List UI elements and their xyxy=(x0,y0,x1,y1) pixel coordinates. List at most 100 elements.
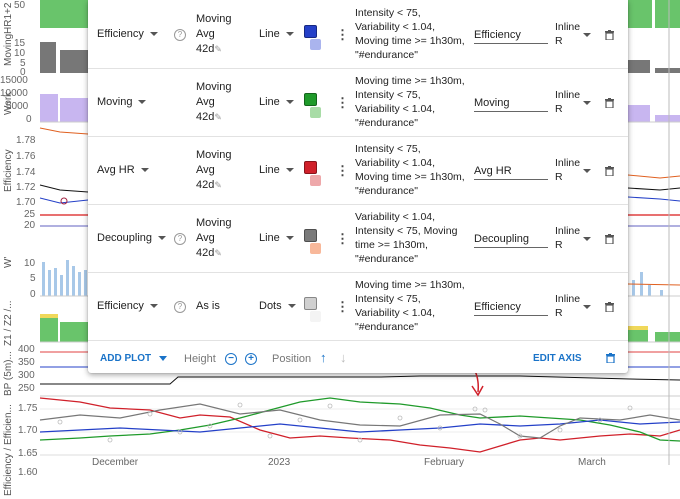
axis-placement-line: R xyxy=(555,239,563,251)
tick-label: 1.70 xyxy=(16,197,36,208)
help-icon[interactable]: ? xyxy=(174,29,186,41)
plot-name-input[interactable] xyxy=(474,163,548,180)
metric-select[interactable]: Decoupling xyxy=(97,204,167,272)
filter-conditions[interactable]: Intensity < 75, Variability < 1.04, Movi… xyxy=(355,143,465,197)
tick-label: 5000 xyxy=(6,101,29,112)
trash-icon[interactable] xyxy=(605,234,614,244)
color-swatch-secondary[interactable] xyxy=(310,175,321,186)
avg-text: Moving xyxy=(196,81,232,93)
axis-placement-select[interactable]: Inline R xyxy=(555,224,583,252)
filter-conditions[interactable]: Variability < 1.04, Intensity < 75, Movi… xyxy=(355,211,458,265)
edit-axis-button[interactable]: EDIT AXIS xyxy=(533,353,582,364)
color-swatch-primary[interactable] xyxy=(304,93,317,106)
chevron-down-icon[interactable] xyxy=(583,305,591,309)
color-swatch-secondary[interactable] xyxy=(310,39,321,50)
more-options-icon[interactable]: ⋮ xyxy=(336,231,349,246)
metric-select[interactable]: Efficiency xyxy=(97,0,158,68)
tick-label: 5 xyxy=(20,58,26,69)
metric-select[interactable]: Avg HR xyxy=(97,136,149,204)
average-select[interactable]: As is xyxy=(196,299,236,314)
style-select[interactable]: Line xyxy=(259,0,294,68)
panel-footer: ADD PLOT Height − + Position ↑ ↓ EDIT AX… xyxy=(88,340,628,373)
move-down-button[interactable]: ↓ xyxy=(340,350,347,365)
bg-bar xyxy=(628,0,652,28)
add-plot-button[interactable]: ADD PLOT xyxy=(100,352,168,364)
avg-text: 42d xyxy=(196,179,215,191)
bg-bar xyxy=(40,0,88,28)
more-options-icon[interactable]: ⋮ xyxy=(336,299,349,314)
avg-text: Avg xyxy=(196,28,215,40)
average-select[interactable]: Moving Avg 42d✎ xyxy=(196,12,236,57)
color-swatch-primary[interactable] xyxy=(304,161,317,174)
axis-placement-select[interactable]: Inline R xyxy=(555,88,583,116)
move-up-button[interactable]: ↑ xyxy=(320,350,327,365)
color-swatch-secondary[interactable] xyxy=(310,311,321,322)
tick-label: 10 xyxy=(14,48,26,59)
x-tick-label: February xyxy=(424,457,465,468)
tick-label: 10000 xyxy=(0,88,28,99)
help-icon[interactable]: ? xyxy=(174,301,186,313)
average-select[interactable]: Moving Avg 42d✎ xyxy=(196,148,236,193)
style-select[interactable]: Line xyxy=(259,136,294,204)
height-increase-button[interactable]: + xyxy=(245,353,257,365)
x-tick-label: 2023 xyxy=(268,457,291,468)
filter-conditions[interactable]: Intensity < 75, Variability < 1.04, Movi… xyxy=(355,7,465,61)
more-options-icon[interactable]: ⋮ xyxy=(336,95,349,110)
style-select[interactable]: Line xyxy=(259,204,294,272)
chevron-down-icon[interactable] xyxy=(583,33,591,37)
plot-name-input[interactable] xyxy=(474,299,548,316)
bg-bar xyxy=(655,0,680,28)
chevron-down-icon[interactable] xyxy=(583,169,591,173)
axis-placement-select[interactable]: Inline R xyxy=(555,20,583,48)
metric-select[interactable]: Efficiency xyxy=(97,272,158,340)
avg-text: 42d xyxy=(196,111,215,123)
style-select[interactable]: Dots xyxy=(259,272,296,340)
chevron-down-icon[interactable] xyxy=(583,101,591,105)
chevron-down-icon xyxy=(158,236,167,240)
tick-label: 1.78 xyxy=(16,135,36,146)
plot-name-input[interactable] xyxy=(474,95,548,112)
chevron-down-icon[interactable] xyxy=(583,237,591,241)
trash-icon[interactable] xyxy=(605,98,614,108)
avg-text: 42d xyxy=(196,43,215,55)
axis-placement-line: R xyxy=(555,171,563,183)
style-select[interactable]: Line xyxy=(259,68,294,136)
bg-bar xyxy=(655,68,680,73)
more-options-icon[interactable]: ⋮ xyxy=(336,27,349,42)
plot-name-input[interactable] xyxy=(474,27,548,44)
trash-icon[interactable] xyxy=(605,30,614,40)
filter-conditions[interactable]: Moving time >= 1h30m, Intensity < 75, Va… xyxy=(355,75,465,129)
average-select[interactable]: Moving Avg 42d✎ xyxy=(196,80,236,125)
height-decrease-button[interactable]: − xyxy=(225,353,237,365)
axis-title: HR1+2 xyxy=(3,2,14,34)
color-swatch-secondary[interactable] xyxy=(310,243,321,254)
axis-placement-line: Inline xyxy=(555,157,581,169)
plot-name-input[interactable] xyxy=(474,231,548,248)
help-icon[interactable]: ? xyxy=(174,233,186,245)
avg-text: Avg xyxy=(196,96,215,108)
color-swatch-secondary[interactable] xyxy=(310,107,321,118)
trash-icon[interactable] xyxy=(605,302,614,312)
axis-placement-select[interactable]: Inline R xyxy=(555,292,583,320)
edit-icon[interactable]: ✎ xyxy=(214,180,222,190)
metric-select[interactable]: Moving xyxy=(97,68,147,136)
edit-icon[interactable]: ✎ xyxy=(214,44,222,54)
avg-text: Avg xyxy=(196,232,215,244)
axis-placement-select[interactable]: Inline R xyxy=(555,156,583,184)
trash-icon[interactable] xyxy=(605,166,614,176)
color-swatch-primary[interactable] xyxy=(304,229,317,242)
color-swatch-primary[interactable] xyxy=(304,297,317,310)
edit-icon[interactable]: ✎ xyxy=(214,112,222,122)
more-options-icon[interactable]: ⋮ xyxy=(336,163,349,178)
color-swatch-primary[interactable] xyxy=(304,25,317,38)
plot-row: Decoupling? Moving Avg 42d✎ Line ⋮ Variability… xyxy=(88,204,628,273)
filter-conditions[interactable]: Moving time >= 1h30m, Intensity < 75, Va… xyxy=(355,279,465,333)
delete-plot-icon[interactable] xyxy=(606,353,615,363)
axis-placement-line: Inline xyxy=(555,225,581,237)
average-select[interactable]: Moving Avg 42d✎ xyxy=(196,216,236,261)
edit-icon[interactable]: ✎ xyxy=(214,248,222,258)
axis-title: Efficiency / Efficien... xyxy=(3,404,14,496)
tick-label: 350 xyxy=(18,357,35,368)
chevron-down-icon xyxy=(285,236,294,240)
metric-select-value: Efficiency xyxy=(97,28,144,40)
